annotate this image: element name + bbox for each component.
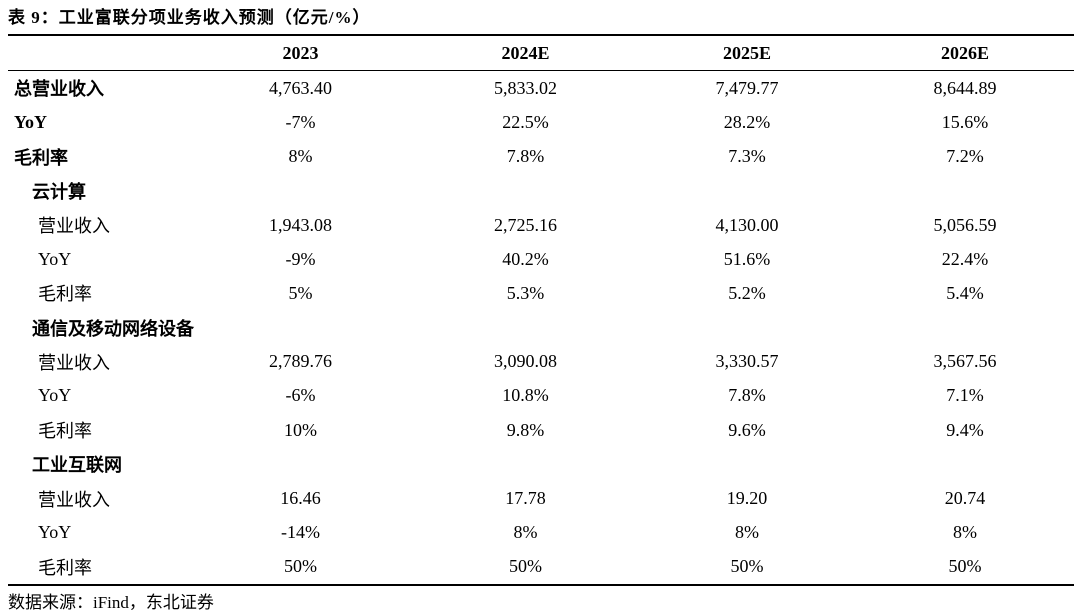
cell-value: 50% bbox=[948, 556, 982, 577]
cell-value bbox=[856, 174, 1074, 208]
cell-value: 7.2% bbox=[946, 146, 984, 167]
cell-value bbox=[188, 174, 413, 208]
row-label: 毛利率 bbox=[38, 421, 92, 442]
cell-value: 3,567.56 bbox=[933, 351, 997, 372]
cell-value: 8% bbox=[735, 522, 759, 543]
table-row-cloud-revenue: 营业收入 1,943.08 2,725.16 4,130.00 5,056.59 bbox=[8, 208, 1074, 242]
cell-value: 7.8% bbox=[506, 146, 545, 167]
cell-value: 3,090.08 bbox=[494, 351, 557, 372]
cell-value: 8% bbox=[513, 522, 538, 543]
row-label: YoY bbox=[38, 248, 72, 269]
cell-value: 50% bbox=[730, 556, 764, 577]
cell-value: 22.4% bbox=[941, 248, 989, 269]
table-row-industrial-yoy: YoY -14% 8% 8% 8% bbox=[8, 516, 1074, 550]
row-label: YoY bbox=[38, 522, 72, 543]
table-caption: 表 9：工业富联分项业务收入预测（亿元/%） bbox=[8, 8, 371, 27]
table-row-cloud-yoy: YoY -9% 40.2% 51.6% 22.4% bbox=[8, 242, 1074, 276]
header-year-2026e: 2026E bbox=[940, 42, 989, 63]
cell-value: 51.6% bbox=[723, 248, 771, 269]
cell-value: 7,479.77 bbox=[715, 77, 779, 98]
cell-value: 5.2% bbox=[728, 282, 766, 303]
header-year-2023: 2023 bbox=[282, 42, 319, 63]
cell-value: 50% bbox=[509, 556, 542, 577]
cell-value: 4,763.40 bbox=[269, 77, 332, 98]
cell-value: 3,330.57 bbox=[715, 351, 779, 372]
cell-value: 2,725.16 bbox=[494, 214, 557, 235]
cell-value: -14% bbox=[281, 522, 320, 543]
cell-value: 19.20 bbox=[726, 488, 768, 509]
header-label-cell bbox=[8, 35, 188, 71]
cell-value: 17.78 bbox=[505, 488, 546, 509]
cell-value: 7.8% bbox=[728, 385, 766, 406]
row-label: YoY bbox=[14, 111, 48, 132]
cell-value bbox=[638, 174, 856, 208]
header-year-2025e: 2025E bbox=[722, 42, 771, 63]
cell-value: 15.6% bbox=[941, 111, 989, 132]
cell-value: 7.3% bbox=[728, 146, 766, 167]
header-year-2024e: 2024E bbox=[501, 42, 550, 63]
cell-value: 10.8% bbox=[502, 385, 549, 406]
cell-value: 40.2% bbox=[502, 248, 549, 269]
cell-value: 20.74 bbox=[944, 488, 986, 509]
cell-value bbox=[413, 447, 638, 481]
row-label: 毛利率 bbox=[38, 557, 92, 578]
cell-value: 8,644.89 bbox=[933, 77, 997, 98]
table-row-total-margin: 毛利率 8% 7.8% 7.3% 7.2% bbox=[8, 140, 1074, 174]
cell-value: 5% bbox=[288, 282, 313, 303]
cell-value: -7% bbox=[285, 111, 316, 132]
table-row-industrial-revenue: 营业收入 16.46 17.78 19.20 20.74 bbox=[8, 481, 1074, 515]
cell-value: 5.3% bbox=[506, 282, 545, 303]
cell-value bbox=[638, 311, 856, 345]
cell-value: 9.6% bbox=[728, 419, 766, 440]
table-row-network-margin: 毛利率 10% 9.8% 9.6% 9.4% bbox=[8, 413, 1074, 447]
cell-value bbox=[413, 311, 638, 345]
cell-value: 8% bbox=[288, 146, 313, 167]
cell-value bbox=[188, 311, 413, 345]
row-label: 营业收入 bbox=[38, 489, 110, 510]
cell-value bbox=[638, 447, 856, 481]
cell-value: 2,789.76 bbox=[269, 351, 332, 372]
cell-value: -6% bbox=[285, 385, 316, 406]
table-row-section-cloud: 云计算 bbox=[8, 174, 1074, 208]
cell-value: 28.2% bbox=[723, 111, 771, 132]
cell-value bbox=[856, 447, 1074, 481]
cell-value: 1,943.08 bbox=[269, 214, 332, 235]
cell-value: 7.1% bbox=[946, 385, 984, 406]
cell-value: 5,833.02 bbox=[494, 77, 557, 98]
row-label: 毛利率 bbox=[38, 284, 92, 305]
cell-value: 50% bbox=[284, 556, 317, 577]
cell-value: 4,130.00 bbox=[715, 214, 779, 235]
cell-value bbox=[856, 311, 1074, 345]
cell-value bbox=[413, 174, 638, 208]
table-row-total-yoy: YoY -7% 22.5% 28.2% 15.6% bbox=[8, 105, 1074, 139]
cell-value: 16.46 bbox=[280, 488, 321, 509]
revenue-forecast-table: 2023 2024E 2025E 2026E 总营业收入 4,763.40 5,… bbox=[8, 34, 1074, 586]
cell-value: 5.4% bbox=[946, 282, 984, 303]
table-header-row: 2023 2024E 2025E 2026E bbox=[8, 35, 1074, 71]
row-label: 营业收入 bbox=[38, 352, 110, 373]
table-row-cloud-margin: 毛利率 5% 5.3% 5.2% 5.4% bbox=[8, 276, 1074, 310]
data-source-note: 数据来源：iFind，东北证券 bbox=[8, 593, 214, 612]
cell-value: -9% bbox=[285, 248, 316, 269]
row-label: YoY bbox=[38, 385, 72, 406]
row-label: 毛利率 bbox=[14, 147, 68, 168]
cell-value: 9.4% bbox=[946, 419, 984, 440]
table-row-section-network: 通信及移动网络设备 bbox=[8, 311, 1074, 345]
table-row-network-revenue: 营业收入 2,789.76 3,090.08 3,330.57 3,567.56 bbox=[8, 345, 1074, 379]
table-row-industrial-margin: 毛利率 50% 50% 50% 50% bbox=[8, 550, 1074, 585]
cell-value bbox=[188, 447, 413, 481]
table-row-total-revenue: 总营业收入 4,763.40 5,833.02 7,479.77 8,644.8… bbox=[8, 71, 1074, 106]
section-label: 工业互联网 bbox=[32, 455, 122, 476]
cell-value: 9.8% bbox=[506, 419, 545, 440]
row-label: 营业收入 bbox=[38, 216, 110, 237]
section-label: 云计算 bbox=[32, 181, 86, 202]
table-row-section-industrial-internet: 工业互联网 bbox=[8, 447, 1074, 481]
table-row-network-yoy: YoY -6% 10.8% 7.8% 7.1% bbox=[8, 379, 1074, 413]
section-label: 通信及移动网络设备 bbox=[32, 318, 194, 339]
row-label: 总营业收入 bbox=[14, 79, 104, 100]
cell-value: 22.5% bbox=[502, 111, 549, 132]
cell-value: 5,056.59 bbox=[933, 214, 997, 235]
cell-value: 8% bbox=[953, 522, 977, 543]
cell-value: 10% bbox=[284, 419, 317, 440]
